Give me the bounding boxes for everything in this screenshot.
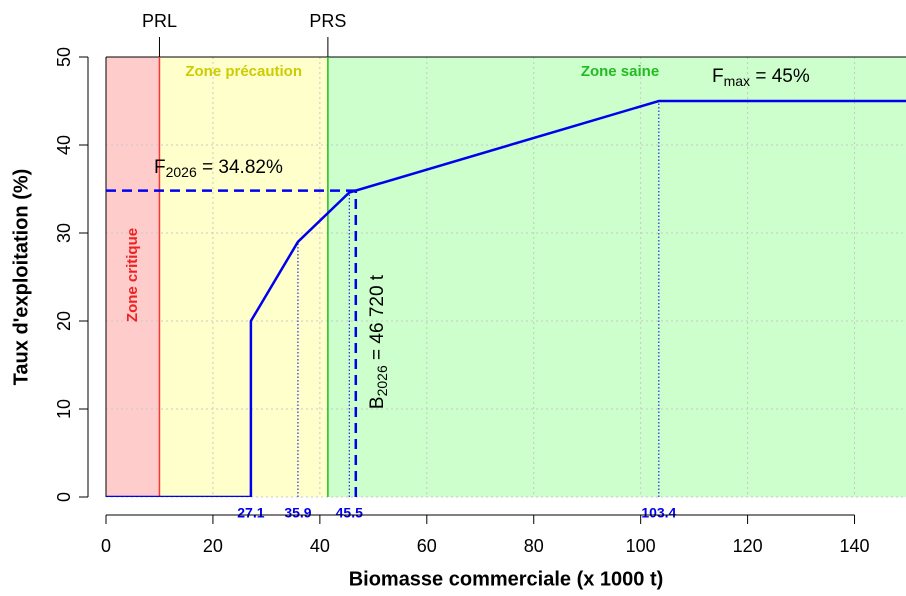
zone-label: Zone précaution: [185, 63, 302, 80]
annotation: F2026 = 34.82%: [154, 157, 283, 180]
annotation: Fmax = 45%: [712, 66, 810, 89]
x-tick-label: 100: [626, 536, 656, 556]
x-tick-label: 140: [840, 536, 870, 556]
annotation-main: F: [712, 66, 724, 87]
guide-label: 45.5: [336, 505, 363, 521]
annotation-main: F: [154, 157, 166, 178]
x-tick-label: 120: [733, 536, 763, 556]
zone-label: Zone critique: [124, 228, 141, 322]
guide-label: 35.9: [284, 505, 311, 521]
reference-label: PRS: [309, 11, 346, 31]
annotation-rest: = 45%: [750, 66, 810, 87]
x-tick-label: 0: [101, 536, 111, 556]
x-tick-label: 80: [524, 536, 544, 556]
x-tick-label: 20: [203, 536, 223, 556]
x-tick-label: 40: [310, 536, 330, 556]
y-tick-label: 10: [54, 399, 74, 419]
y-tick-label: 50: [54, 47, 74, 67]
y-axis-title: Taux d'exploitation (%): [10, 169, 32, 386]
annotation-rest: = 34.82%: [197, 157, 283, 178]
y-tick-label: 40: [54, 135, 74, 155]
annotation-sub: max: [724, 73, 750, 89]
zone: [327, 57, 906, 497]
annotation: B2026 = 46 720 t: [367, 274, 390, 409]
annotation-sub: 2026: [374, 365, 390, 396]
zone: [106, 57, 160, 497]
y-tick-label: 20: [54, 311, 74, 331]
x-axis-title: Biomasse commerciale (x 1000 t): [349, 568, 664, 590]
x-tick-label: 60: [417, 536, 437, 556]
reference-label: PRL: [142, 11, 177, 31]
line-series: [106, 99, 906, 497]
annotation-rest: = 46 720 t: [367, 274, 388, 365]
annotation-main: B: [367, 396, 388, 409]
guide-label: 103.4: [641, 505, 676, 521]
zone: [159, 57, 328, 497]
y-tick-label: 30: [54, 223, 74, 243]
zone-label: Zone saine: [581, 63, 659, 80]
y-tick-label: 0: [54, 492, 74, 502]
annotation-sub: 2026: [166, 164, 197, 180]
guide-label: 27.1: [237, 505, 264, 521]
